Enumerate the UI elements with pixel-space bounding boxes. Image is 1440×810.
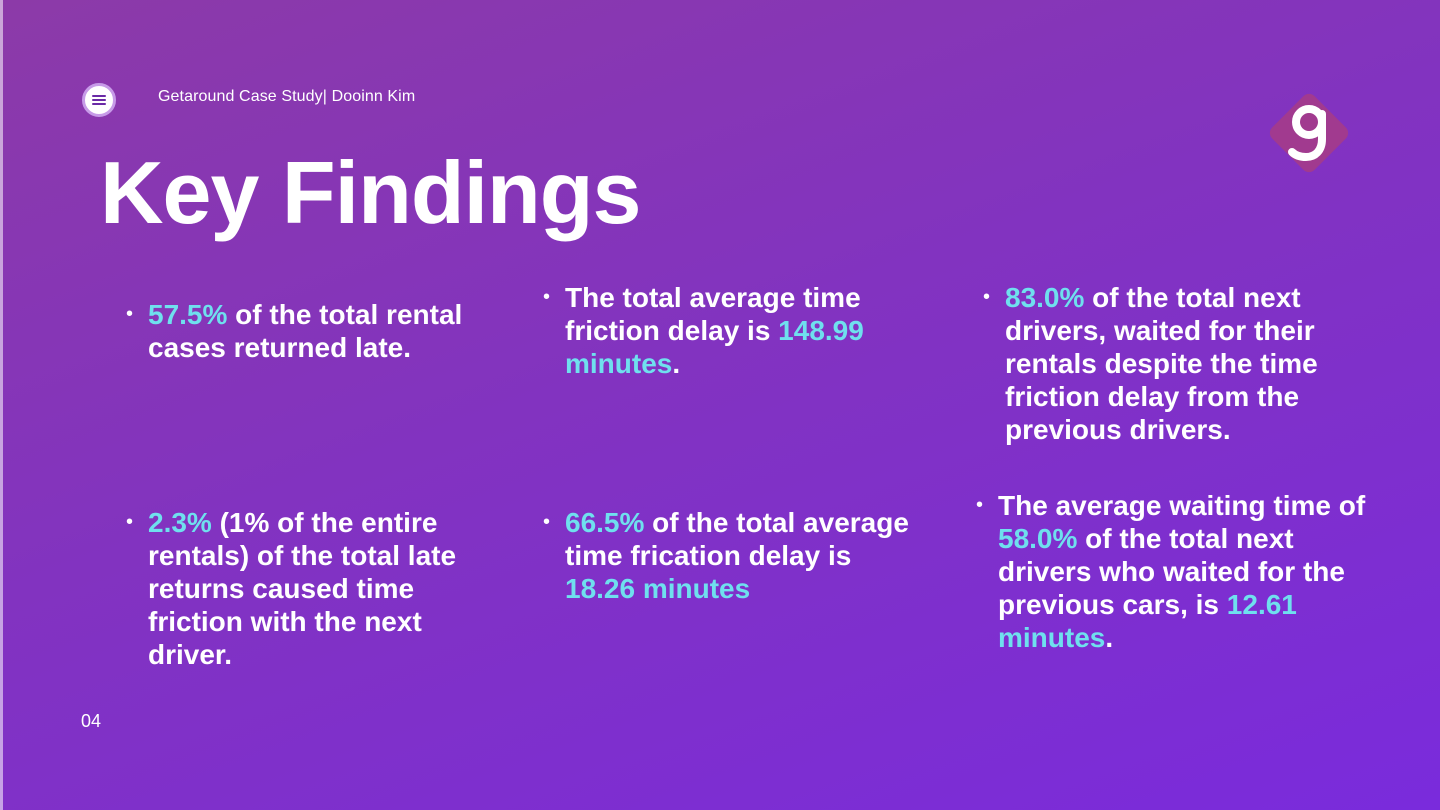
finding-text: (1% of the entire rentals) of the total … xyxy=(148,507,457,670)
finding-text: of the total average time frication dela… xyxy=(565,507,909,571)
slide-edge xyxy=(0,0,3,810)
finding-text: The average waiting time of xyxy=(998,490,1366,521)
page-number: 04 xyxy=(81,711,102,731)
finding-6: The average waiting time of 58.0% of the… xyxy=(976,489,1376,654)
finding-1: 57.5% of the total rental cases returned… xyxy=(126,298,496,364)
finding-highlight: 83.0% xyxy=(1005,282,1085,313)
finding-text: of the total next drivers who waited for… xyxy=(998,523,1345,620)
hamburger-menu-icon xyxy=(92,95,106,105)
finding-highlight: 66.5% xyxy=(565,507,645,538)
finding-3: 83.0% of the total next drivers, waited … xyxy=(983,281,1353,446)
menu-button[interactable] xyxy=(82,83,116,117)
finding-text: of the total next drivers, waited for th… xyxy=(1005,282,1318,445)
finding-2: The total average time friction delay is… xyxy=(543,281,913,380)
finding-highlight: 58.0% xyxy=(998,523,1078,554)
finding-highlight: 57.5% xyxy=(148,299,228,330)
finding-text: . xyxy=(1105,622,1114,653)
finding-text: The total average time friction delay is xyxy=(565,282,861,346)
getaround-logo-icon xyxy=(1269,93,1349,173)
finding-4: 2.3% (1% of the entire rentals) of the t… xyxy=(126,506,496,671)
finding-text: of the total rental cases returned late. xyxy=(148,299,463,363)
finding-highlight: 148.99 minutes xyxy=(565,315,864,379)
finding-5: 66.5% of the total average time fricatio… xyxy=(543,506,913,605)
page-title: Key Findings xyxy=(100,143,641,242)
finding-highlight: 12.61 minutes xyxy=(998,589,1297,653)
finding-highlight: 18.26 minutes xyxy=(565,573,751,604)
slide-subtitle: Getaround Case Study| Dooinn Kim xyxy=(158,88,416,105)
finding-highlight: 2.3% xyxy=(148,507,212,538)
finding-text: . xyxy=(672,348,681,379)
